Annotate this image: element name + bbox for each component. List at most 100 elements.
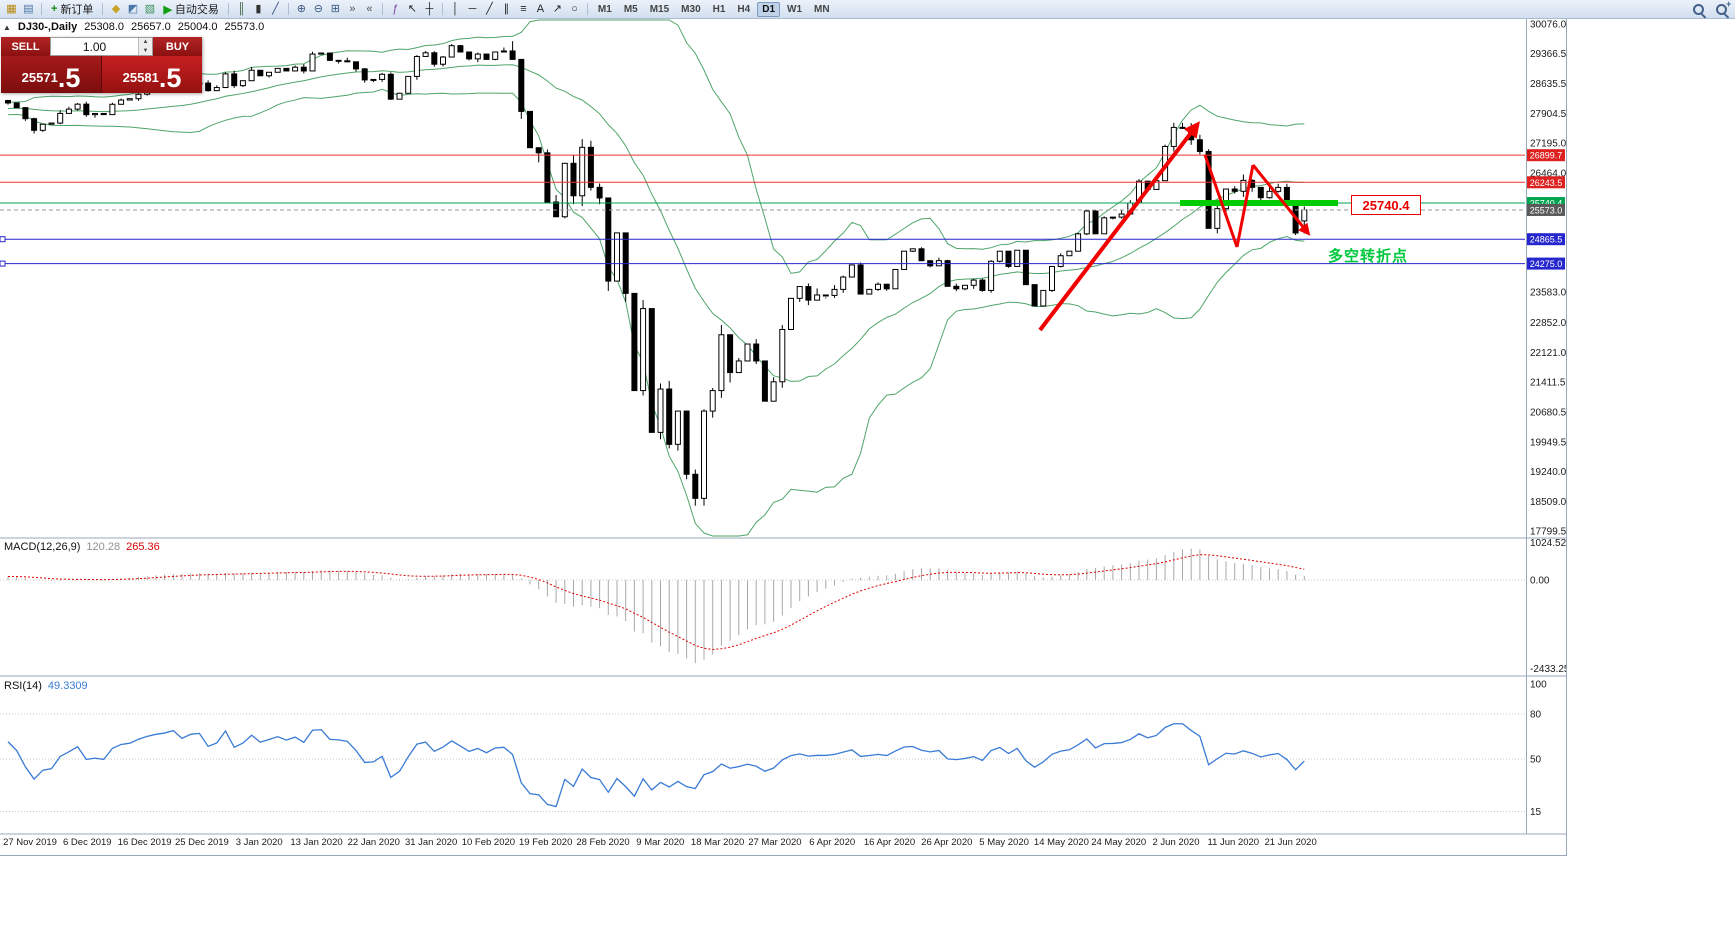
crosshair-icon[interactable]: ┼ <box>425 3 434 15</box>
zigzag-down-arrow[interactable] <box>1251 164 1311 236</box>
tile-windows-icon[interactable]: ⊞ <box>330 3 341 15</box>
svg-text:17799.5: 17799.5 <box>1530 527 1566 538</box>
timeframe-m30-button[interactable]: M30 <box>681 3 701 15</box>
toolbar-separator <box>586 3 588 15</box>
main-toolbar: ▦ ▤ + 新订单 ◆ ◩ ▧ ▶ 自动交易 ║ ▮ ╱ ⊕ ⊖ ⊞» «ƒ ↖ ┼ │ ─ ╱ ∥ ≡ A ↗ ○ M1 M5 M15… <box>0 0 1735 19</box>
line-chart-icon[interactable]: ╱ <box>272 3 279 15</box>
equidistant-channel-icon[interactable]: ∥ <box>503 3 510 15</box>
sell-button[interactable]: SELL <box>1 37 50 56</box>
new-chart-icon[interactable]: ▦ <box>6 3 17 15</box>
strategy-tester-icon[interactable]: ▧ <box>144 3 156 15</box>
price-badge <box>1527 176 1565 189</box>
price-badge <box>1527 149 1565 162</box>
trend-arrows <box>1038 121 1311 332</box>
svg-text:16 Dec 2019: 16 Dec 2019 <box>118 837 172 848</box>
toolbar-separator <box>441 3 443 15</box>
svg-text:22 Jan 2020: 22 Jan 2020 <box>348 837 400 848</box>
collapse-panel-icon[interactable]: ▲ <box>3 22 11 32</box>
svg-text:26464.0: 26464.0 <box>1530 169 1566 180</box>
zigzag-up[interactable] <box>1235 164 1255 248</box>
price-chart: 30076.0 29366.5 28635.5 27904.5 27195.0 26464… <box>0 18 1566 848</box>
svg-text:22852.0: 22852.0 <box>1530 318 1566 329</box>
svg-text:28 Feb 2020: 28 Feb 2020 <box>576 837 629 848</box>
metaeditor-icon[interactable]: ◆ <box>111 3 121 15</box>
svg-text:26243.5: 26243.5 <box>1530 178 1563 188</box>
cursor-icon[interactable]: ↖ <box>407 3 418 15</box>
line-handle[interactable] <box>0 236 6 243</box>
line-handle[interactable] <box>0 260 6 267</box>
buy-button[interactable]: BUY <box>153 37 202 56</box>
toolbar-separator <box>381 3 383 15</box>
candlestick-chart-icon[interactable]: ▮ <box>255 3 262 15</box>
zigzag-down-1[interactable] <box>1203 154 1239 248</box>
trend-arrow-up[interactable] <box>1038 121 1200 332</box>
svg-text:24275.0: 24275.0 <box>1530 259 1563 269</box>
timeframe-h1-button[interactable]: H1 <box>712 3 726 15</box>
timeframe-m1-button[interactable]: M1 <box>597 3 612 15</box>
new-order-button[interactable]: + 新订单 <box>46 1 98 17</box>
svg-text:27 Mar 2020: 27 Mar 2020 <box>748 837 801 848</box>
svg-text:28635.5: 28635.5 <box>1530 79 1566 90</box>
fibonacci-icon[interactable]: ≡ <box>520 3 527 15</box>
timeframe-d1-button[interactable]: D1 <box>757 1 781 17</box>
volume-spinner: ▲ ▼ <box>138 38 152 55</box>
chart-shift-icon[interactable]: « <box>366 3 373 15</box>
auto-scroll-icon[interactable]: » <box>349 3 356 15</box>
timeframe-m5-button[interactable]: M5 <box>623 3 638 15</box>
svg-text:6 Apr 2020: 6 Apr 2020 <box>809 837 855 848</box>
timeframe-h4-button[interactable]: H4 <box>737 3 751 15</box>
svg-text:25740.4: 25740.4 <box>1530 199 1563 209</box>
svg-text:1024.52: 1024.52 <box>1530 538 1566 549</box>
terminal-icon[interactable]: ◩ <box>127 3 139 15</box>
price-badge <box>1527 233 1565 246</box>
profiles-icon[interactable]: ▤ <box>23 3 34 15</box>
svg-text:14 May 2020: 14 May 2020 <box>1034 837 1089 848</box>
svg-text:18509.0: 18509.0 <box>1530 497 1566 508</box>
timeframe-mn-button[interactable]: MN <box>814 3 830 15</box>
indicators-icon[interactable]: ƒ <box>392 3 399 15</box>
rsi-value: 49.3309 <box>47 680 88 692</box>
text-label-icon[interactable]: A <box>536 3 545 15</box>
sell-price-button[interactable]: 25571 .5 <box>1 56 102 93</box>
autotrading-button-label: 自动交易 <box>174 4 219 16</box>
zoom-in-icon[interactable]: ⊕ <box>296 3 307 15</box>
toolbar-right-icons: + <box>1692 0 1735 17</box>
svg-text:26 Apr 2020: 26 Apr 2020 <box>921 837 972 848</box>
arrows-tool-icon[interactable]: ↗ <box>552 3 563 15</box>
bar-chart-icon[interactable]: ║ <box>237 3 246 15</box>
shapes-icon[interactable]: ○ <box>571 3 578 15</box>
autotrading-icon: ▶ <box>163 3 172 16</box>
svg-text:21 Jun 2020: 21 Jun 2020 <box>1264 837 1316 848</box>
volume-decrease-icon[interactable]: ▼ <box>142 47 149 54</box>
sell-price-small: 25571 <box>21 70 58 85</box>
rsi-indicator: 100 80 50 15 <box>0 680 1547 818</box>
svg-text:25573.0: 25573.0 <box>1530 205 1563 215</box>
svg-text:20680.5: 20680.5 <box>1530 408 1566 419</box>
timeframe-w1-button[interactable]: W1 <box>787 3 803 15</box>
volume-input[interactable] <box>51 38 138 55</box>
add-indicator-icon[interactable]: + <box>1715 0 1731 17</box>
search-symbol-icon[interactable] <box>1692 2 1707 17</box>
pivot-annotation-text[interactable]: 多空转折点 <box>1328 248 1409 265</box>
zoom-out-icon[interactable]: ⊖ <box>313 3 324 15</box>
volume-increase-icon[interactable]: ▲ <box>142 39 149 46</box>
buy-price-small: 25581 <box>122 70 159 85</box>
trendline-icon[interactable]: ╱ <box>486 3 493 15</box>
macd-indicator-label: MACD(12,26,9) 120.28 265.36 <box>4 541 160 553</box>
autotrading-button[interactable]: ▶ 自动交易 <box>158 1 223 17</box>
vertical-line-icon[interactable]: │ <box>451 3 459 15</box>
timeframe-m15-button[interactable]: M15 <box>649 3 670 15</box>
support-price-label[interactable]: 25740.4 <box>1351 195 1421 215</box>
rsi-name: RSI(14) <box>4 680 42 692</box>
svg-text:24 May 2020: 24 May 2020 <box>1091 837 1146 848</box>
volume-field: ▲ ▼ <box>50 37 153 56</box>
svg-text:19 Feb 2020: 19 Feb 2020 <box>519 837 572 848</box>
one-click-trading-panel: SELL ▲ ▼ BUY 25571 .5 25581 .5 <box>1 37 202 93</box>
svg-text:9 Mar 2020: 9 Mar 2020 <box>636 837 684 848</box>
svg-text:22121.0: 22121.0 <box>1530 348 1566 359</box>
svg-text:29366.5: 29366.5 <box>1530 49 1566 60</box>
horizontal-line-icon[interactable]: ─ <box>468 3 477 15</box>
macd-indicator: 1024.52 0.00 -2433.25 <box>0 538 1566 675</box>
buy-price-button[interactable]: 25581 .5 <box>102 56 202 93</box>
